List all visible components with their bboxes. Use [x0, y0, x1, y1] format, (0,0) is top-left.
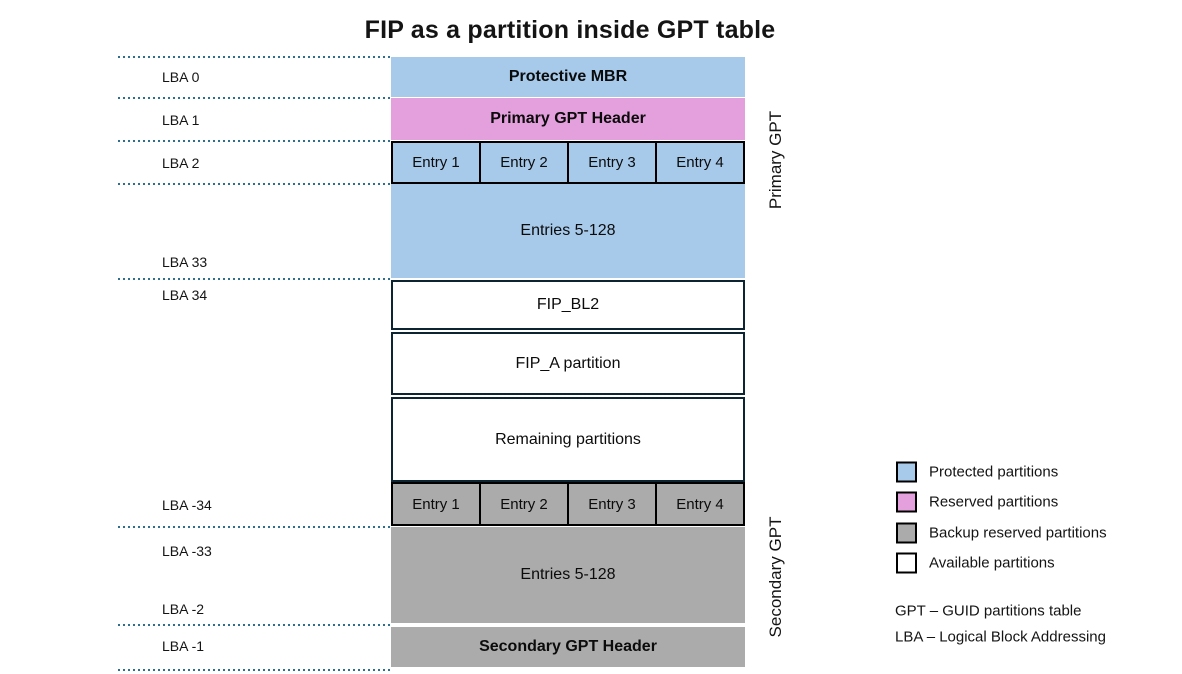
diagram-title: FIP as a partition inside GPT table — [364, 16, 776, 44]
dotted-line — [118, 278, 391, 280]
primary-entry-2: Entry 2 — [481, 143, 569, 182]
secondary-entry-3: Entry 3 — [569, 484, 657, 524]
legend-label: Backup reserved partitions — [929, 524, 1107, 542]
lba-label-neg2: LBA -2 — [162, 601, 205, 617]
dotted-line — [118, 183, 391, 185]
secondary-entry-4: Entry 4 — [676, 495, 724, 513]
abbreviation-gpt: GPT – GUID partitions table — [895, 602, 1082, 620]
legend-swatch-available — [896, 552, 917, 574]
legend-item-available: Available partitions — [896, 552, 1055, 574]
dotted-line — [118, 97, 391, 99]
block-remaining-partitions: Remaining partitions — [391, 397, 745, 482]
legend-label: Available partitions — [929, 554, 1055, 572]
block-protective-mbr: Protective MBR — [391, 57, 745, 97]
lba-label-2: LBA 2 — [162, 155, 200, 171]
lba-label-neg34: LBA -34 — [162, 497, 212, 513]
primary-entry-row: Entry 1 Entry 2 Entry 3 Entry 4 — [391, 141, 745, 184]
legend-swatch-protected — [896, 461, 917, 483]
legend-swatch-reserved — [896, 491, 917, 513]
dotted-line — [118, 669, 391, 671]
primary-entry-3: Entry 3 — [569, 143, 657, 182]
primary-entry-1: Entry 1 — [393, 143, 481, 182]
block-secondary-entries-5-128: Entries 5-128 — [391, 527, 745, 623]
lba-label-34: LBA 34 — [162, 287, 208, 303]
block-primary-gpt-header: Primary GPT Header — [391, 98, 745, 140]
legend-label: Reserved partitions — [929, 493, 1059, 511]
lba-label-1: LBA 1 — [162, 112, 200, 128]
dotted-line — [118, 526, 391, 528]
lba-label-0: LBA 0 — [162, 69, 200, 85]
legend-item-backup-reserved: Backup reserved partitions — [896, 522, 1107, 544]
block-fip-a-partition: FIP_A partition — [391, 332, 745, 395]
legend-swatch-backup-reserved — [896, 522, 917, 544]
legend-item-reserved: Reserved partitions — [896, 491, 1059, 513]
secondary-entry-1: Entry 1 — [393, 484, 481, 524]
dotted-line — [118, 56, 391, 58]
side-label-primary-gpt: Primary GPT — [766, 110, 785, 210]
legend-item-protected: Protected partitions — [896, 461, 1059, 483]
dotted-line — [118, 140, 391, 142]
block-secondary-gpt-header: Secondary GPT Header — [391, 627, 745, 667]
block-fip-bl2: FIP_BL2 — [391, 280, 745, 330]
lba-label-33: LBA 33 — [162, 254, 208, 270]
legend-label: Protected partitions — [929, 463, 1059, 481]
primary-entry-4: Entry 4 — [676, 154, 724, 171]
side-label-secondary-gpt: Secondary GPT — [766, 516, 785, 638]
block-primary-entries-5-128: Entries 5-128 — [391, 184, 745, 278]
secondary-entry-2: Entry 2 — [481, 484, 569, 524]
lba-label-neg33: LBA -33 — [162, 543, 212, 559]
lba-label-neg1: LBA -1 — [162, 638, 205, 654]
dotted-line — [118, 624, 391, 626]
secondary-entry-row: Entry 1 Entry 2 Entry 3 Entry 4 — [391, 482, 745, 526]
abbreviation-lba: LBA – Logical Block Addressing — [895, 628, 1106, 646]
